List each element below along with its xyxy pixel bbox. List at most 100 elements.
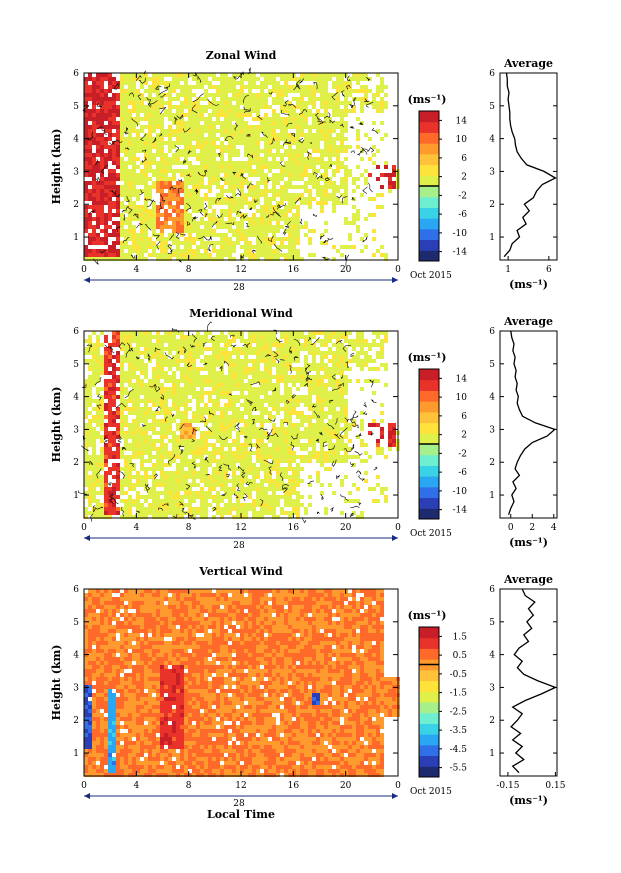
heatmap-cell [344, 169, 348, 173]
heatmap-cell [380, 81, 384, 85]
heatmap-cell [120, 431, 124, 435]
heatmap-cell [160, 403, 164, 407]
contour-line [94, 159, 99, 166]
heatmap-cell [156, 511, 160, 515]
contour-line [138, 77, 146, 84]
heatmap-cell [236, 201, 240, 205]
heatmap-cell [144, 133, 148, 137]
heatmap-cell [292, 435, 296, 439]
heatmap-cell [84, 391, 88, 395]
heatmap-cell [344, 129, 348, 133]
heatmap-cell [352, 197, 356, 201]
heatmap-cell [276, 173, 280, 177]
heatmap-cell [268, 355, 272, 359]
heatmap-cell [236, 221, 240, 225]
heatmap-cell [228, 97, 232, 101]
contour-line [339, 123, 344, 128]
heatmap-cell [144, 245, 148, 249]
heatmap-cell [292, 217, 296, 221]
heatmap-cell [168, 427, 172, 431]
heatmap-cell [252, 479, 256, 483]
heatmap-cell [84, 141, 88, 145]
heatmap-cell [148, 169, 152, 173]
heatmap-cell [188, 427, 192, 431]
heatmap-cell [84, 431, 88, 435]
heatmap-cell [344, 89, 348, 93]
heatmap-cell [160, 375, 164, 379]
heatmap-cell [152, 427, 156, 431]
heatmap-cell [160, 367, 164, 371]
heatmap-cell [272, 507, 276, 511]
heatmap-cell [128, 427, 132, 431]
contour-line [144, 197, 154, 203]
heatmap-cell [280, 125, 284, 129]
heatmap-cell [144, 209, 148, 213]
heatmap-cell [196, 157, 200, 161]
heatmap-cell [188, 367, 192, 371]
heatmap-cell [240, 213, 244, 217]
heatmap-cell [144, 427, 148, 431]
heatmap-cell [200, 77, 204, 81]
heatmap-cell [160, 225, 164, 229]
heatmap-cell [144, 399, 148, 403]
heatmap-cell [224, 209, 228, 213]
contour-line [174, 116, 178, 125]
heatmap-cell [192, 121, 196, 125]
heatmap-cell [224, 233, 228, 237]
heatmap-cell [220, 125, 224, 129]
heatmap-cell [136, 411, 140, 415]
heatmap-cell [320, 189, 324, 193]
heatmap-cell [160, 181, 164, 185]
contour-line [245, 222, 250, 228]
heatmap-cell [292, 507, 296, 511]
profile-y-tick-label: 4 [489, 135, 495, 145]
heatmap-cell [124, 439, 128, 443]
heatmap-cell [304, 185, 308, 189]
heatmap-cell [232, 475, 236, 479]
heatmap-cell [264, 73, 268, 77]
heatmap-cell [268, 351, 272, 355]
heatmap-cell [112, 335, 116, 339]
heatmap-cell [184, 503, 188, 507]
contour-line [323, 240, 327, 244]
heatmap-cell [132, 395, 136, 399]
heatmap-cell [228, 431, 232, 435]
heatmap-cell [240, 339, 244, 343]
heatmap-cell [232, 367, 236, 371]
heatmap-cell [168, 117, 172, 121]
heatmap-cell [220, 447, 224, 451]
heatmap-cell [192, 221, 196, 225]
heatmap-cell [184, 403, 188, 407]
heatmap-cell [216, 197, 220, 201]
heatmap-cell [304, 161, 308, 165]
heatmap-cell [240, 101, 244, 105]
heatmap-cell [288, 483, 292, 487]
heatmap-cell [96, 213, 100, 217]
heatmap-cell [156, 335, 160, 339]
heatmap-cell [120, 423, 124, 427]
heatmap-cell [272, 233, 276, 237]
heatmap-cell [188, 511, 192, 515]
heatmap-cell [180, 459, 184, 463]
heatmap-cell [144, 395, 148, 399]
heatmap-cell [132, 233, 136, 237]
heatmap-cell [372, 161, 376, 165]
heatmap-cell [108, 209, 112, 213]
heatmap-cell [188, 383, 192, 387]
heatmap-cell [188, 459, 192, 463]
heatmap-cell [292, 451, 296, 455]
heatmap-cell [116, 495, 120, 499]
heatmap-cell [288, 153, 292, 157]
heatmap-cell [232, 347, 236, 351]
heatmap-cell [228, 495, 232, 499]
heatmap-cell [172, 379, 176, 383]
heatmap-cell [224, 169, 228, 173]
heatmap-cell [308, 85, 312, 89]
heatmap-cell [320, 133, 324, 137]
heatmap-cell [176, 479, 180, 483]
heatmap-cell [160, 371, 164, 375]
heatmap-cell [232, 415, 236, 419]
heatmap-cell [228, 435, 232, 439]
heatmap-cell [336, 145, 340, 149]
heatmap-cell [96, 367, 100, 371]
